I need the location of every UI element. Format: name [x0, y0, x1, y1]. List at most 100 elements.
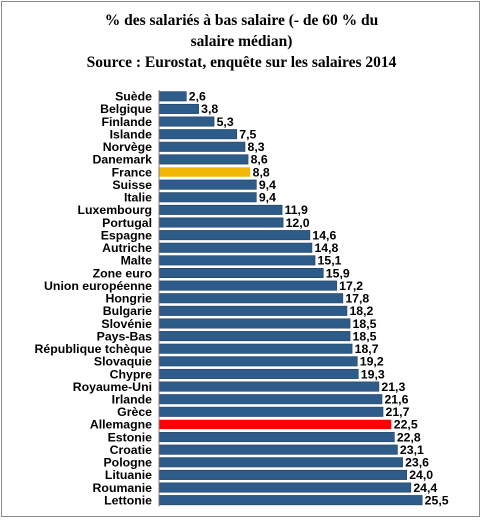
value-label-islande: 7,5	[239, 127, 256, 141]
value-label-lettonie: 25,5	[425, 493, 449, 507]
value-label-suede: 2,6	[189, 90, 206, 104]
bar-slovaquie	[159, 356, 358, 367]
category-label-bulgarie: Bulgarie	[103, 304, 152, 318]
value-label-pologne: 23,6	[405, 456, 429, 470]
bars-layer	[159, 91, 423, 506]
category-label-hongrie: Hongrie	[106, 292, 153, 306]
category-label-slovaquie: Slovaquie	[94, 355, 152, 369]
bar-union-europeenne	[159, 280, 337, 291]
value-label-italie: 9,4	[259, 191, 276, 205]
value-label-autriche: 14,8	[314, 241, 338, 255]
bar-france	[159, 167, 251, 177]
value-label-zone-euro: 15,9	[326, 266, 350, 280]
value-label-irlande: 21,6	[384, 392, 408, 406]
category-label-danemark: Danemark	[93, 153, 153, 167]
chart-title-line-2: salaire médian)	[190, 33, 293, 50]
bar-lituanie	[159, 469, 407, 480]
value-label-pays-bas: 18,5	[353, 329, 377, 343]
bar-autriche	[159, 242, 313, 253]
value-label-lituanie: 24,0	[409, 468, 433, 482]
category-label-suisse: Suisse	[112, 178, 152, 192]
bar-irlande	[159, 394, 383, 405]
value-label-france: 8,8	[253, 165, 270, 179]
value-label-royaume-uni: 21,3	[381, 380, 405, 394]
value-label-roumanie: 24,4	[413, 481, 437, 495]
category-label-slovenie: Slovénie	[101, 317, 152, 331]
bar-finlande	[159, 116, 215, 127]
value-label-espagne: 14,6	[312, 228, 336, 242]
category-label-chypre: Chypre	[110, 367, 153, 381]
category-label-luxembourg: Luxembourg	[78, 203, 152, 217]
value-label-chypre: 19,3	[361, 367, 385, 381]
category-label-france: France	[112, 165, 152, 179]
bar-hongrie	[159, 293, 344, 304]
bar-lettonie	[159, 495, 423, 506]
category-label-pays-bas: Pays-Bas	[97, 329, 153, 343]
category-label-autriche: Autriche	[102, 241, 152, 255]
chart-title-line-3: Source : Eurostat, enquête sur les salai…	[86, 54, 397, 71]
category-label-zone-euro: Zone euro	[93, 266, 153, 280]
category-label-royaume-uni: Royaume-Uni	[73, 380, 152, 394]
category-label-grece: Grèce	[117, 405, 152, 419]
bar-norvege	[159, 141, 246, 152]
value-label-suisse: 9,4	[259, 178, 276, 192]
bar-portugal	[159, 217, 284, 228]
bar-republique-tcheque	[159, 343, 353, 354]
bar-pays-bas	[159, 331, 351, 342]
value-label-norvege: 8,3	[247, 140, 264, 154]
category-label-allemagne: Allemagne	[90, 418, 152, 432]
category-label-lituanie: Lituanie	[105, 468, 152, 482]
category-label-belgique: Belgique	[100, 102, 152, 116]
bar-estonie	[159, 432, 395, 443]
category-label-pologne: Pologne	[103, 456, 152, 470]
value-label-finlande: 5,3	[217, 115, 234, 129]
bar-slovenie	[159, 318, 351, 329]
bar-pologne	[159, 457, 403, 468]
category-label-roumanie: Roumanie	[93, 481, 153, 495]
bar-luxembourg	[159, 204, 283, 215]
category-label-croatie: Croatie	[110, 443, 153, 457]
value-label-grece: 21,7	[386, 405, 410, 419]
bar-islande	[159, 129, 238, 140]
category-label-norvege: Norvège	[103, 140, 152, 154]
bar-espagne	[159, 230, 311, 241]
bar-suede	[159, 91, 187, 102]
bar-royaume-uni	[159, 381, 380, 392]
value-label-union-europeenne: 17,2	[339, 279, 363, 293]
value-label-danemark: 8,6	[251, 153, 268, 167]
chart-title-line-1: % des salariés à bas salaire (- de 60 % …	[104, 12, 379, 29]
chart-title: % des salariés à bas salaire (- de 60 % …	[0, 10, 483, 73]
bar-roumanie	[159, 482, 412, 493]
category-label-irlande: Irlande	[112, 392, 152, 406]
value-label-estonie: 22,8	[397, 430, 421, 444]
category-label-estonie: Estonie	[108, 430, 153, 444]
value-label-croatie: 23,1	[400, 443, 424, 457]
category-label-union-europeenne: Union européenne	[44, 279, 152, 293]
category-label-islande: Islande	[110, 127, 153, 141]
category-label-lettonie: Lettonie	[104, 493, 152, 507]
value-label-slovaquie: 19,2	[360, 355, 384, 369]
value-label-allemagne: 22,5	[394, 418, 418, 432]
category-label-suede: Suède	[115, 90, 152, 104]
bar-chypre	[159, 368, 359, 379]
bar-bulgarie	[159, 305, 348, 316]
value-label-luxembourg: 11,9	[285, 203, 308, 217]
bar-italie	[159, 192, 257, 203]
bar-malte	[159, 255, 316, 266]
bar-suisse	[159, 179, 257, 190]
value-label-portugal: 12,0	[286, 216, 310, 230]
value-label-republique-tcheque: 18,7	[355, 342, 379, 356]
category-label-portugal: Portugal	[102, 216, 152, 230]
category-label-italie: Italie	[124, 191, 152, 205]
bar-allemagne	[159, 419, 392, 430]
category-label-finlande: Finlande	[101, 115, 152, 129]
bar-grece	[159, 406, 384, 417]
value-label-bulgarie: 18,2	[349, 304, 373, 318]
bar-croatie	[159, 444, 398, 455]
value-label-belgique: 3,8	[201, 102, 218, 116]
value-label-malte: 15,1	[318, 254, 342, 268]
bar-danemark	[159, 154, 249, 165]
labels-layer: Suède 2,6 Belgique 3,8 Finlande 5,3 Islande 7,5…	[34, 90, 448, 508]
category-label-republique-tcheque: République tchèque	[34, 342, 152, 356]
